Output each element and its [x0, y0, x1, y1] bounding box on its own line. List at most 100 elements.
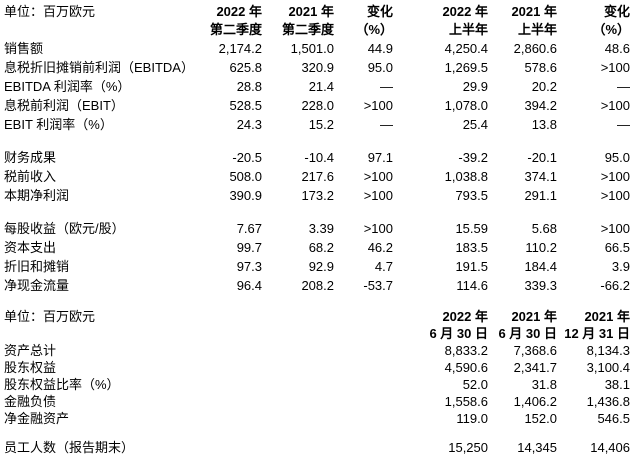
row-label: 息税前利润（EBIT）: [4, 98, 124, 113]
col-header-2022-h1: 2022 年: [442, 4, 488, 19]
cell-value: 66.5: [604, 240, 630, 255]
cell-value: 578.6: [524, 60, 557, 75]
cell-value: 8,833.2: [444, 343, 488, 358]
row-label: 金融负债: [4, 394, 57, 409]
col-header-change-h: 变化: [603, 4, 630, 19]
table-row-sales: 销售额 2,174.2 1,501.0 44.9 4,250.4 2,860.6…: [4, 39, 630, 58]
col-header-2022-jun30-line2: 6 月 30 日: [429, 326, 488, 341]
cell-value: 374.1: [524, 169, 557, 184]
cell-value: 1,558.6: [444, 394, 488, 409]
cell-value: 14,345: [517, 440, 557, 455]
cell-value: -20.1: [527, 150, 557, 165]
cell-value: 394.2: [524, 98, 557, 113]
cell-value: 3.39: [308, 221, 334, 236]
cell-value: 625.8: [229, 60, 262, 75]
table-row-ebit: 息税前利润（EBIT） 528.5 228.0 >100 1,078.0 394…: [4, 96, 630, 115]
col-header-2021-dec31-line2: 12 月 31 日: [564, 326, 630, 341]
cell-value: 7.67: [236, 221, 262, 236]
row-label: 资本支出: [4, 240, 57, 255]
cell-value: 99.7: [236, 240, 262, 255]
table1-header-row-1: 单位：百万欧元 2022 年 2021 年 变化 2022 年 2021 年 变…: [4, 3, 630, 21]
table-row-eps: 每股收益（欧元/股） 7.67 3.39 >100 15.59 5.68 >10…: [4, 219, 630, 238]
cell-value: 114.6: [456, 278, 488, 293]
cell-value: 95.0: [604, 150, 630, 165]
col-header-2021-q2-line2: 第二季度: [281, 22, 334, 37]
cell-value: >100: [600, 188, 630, 203]
cell-value: 14,406: [590, 440, 630, 455]
table-row-equity-ratio: 股东权益比率（%） 52.0 31.8 38.1: [4, 376, 630, 393]
col-header-2022-jun30: 2022 年: [442, 309, 488, 324]
row-label: 本期净利润: [4, 188, 70, 203]
cell-value: 1,038.8: [444, 169, 488, 184]
col-header-change-h-line2: （%）: [592, 22, 630, 37]
cell-value: 48.6: [604, 41, 630, 56]
cell-value: 52.0: [462, 377, 488, 392]
table-row-net-financial-assets: 净金融资产 119.0 152.0 546.5: [4, 410, 630, 427]
cell-value: 97.3: [236, 259, 262, 274]
cell-value: 183.5: [455, 240, 488, 255]
cell-value: 119.0: [456, 411, 488, 426]
cell-value: —: [617, 117, 630, 132]
spacer-row: [4, 205, 630, 219]
table-row-total-assets: 资产总计 8,833.2 7,368.6 8,134.3: [4, 342, 630, 359]
cell-value: 25.4: [462, 117, 488, 132]
col-header-change-q-line2: （%）: [355, 22, 393, 37]
table-row-net-cash-flow: 净现金流量 96.4 208.2 -53.7 114.6 339.3 -66.2: [4, 276, 630, 295]
table1-header-row-2: 第二季度 第二季度 （%） 上半年 上半年 （%）: [4, 21, 630, 39]
cell-value: >100: [600, 60, 630, 75]
col-header-change-q: 变化: [366, 4, 393, 19]
col-header-2021-h1: 2021 年: [511, 4, 557, 19]
cell-value: 110.2: [525, 240, 557, 255]
cell-value: 2,860.6: [513, 41, 557, 56]
cell-value: 1,501.0: [290, 41, 334, 56]
cell-value: 7,368.6: [513, 343, 557, 358]
table-row-ebitda-margin: EBITDA 利润率（%） 28.8 21.4 — 29.9 20.2 —: [4, 77, 630, 96]
cell-value: 2,341.7: [513, 360, 557, 375]
table1-unit-label: 单位：百万欧元: [4, 4, 96, 19]
cell-value: 339.3: [524, 278, 557, 293]
table-row-depreciation: 折旧和摊销 97.3 92.9 4.7 191.5 184.4 3.9: [4, 257, 630, 276]
cell-value: 793.5: [455, 188, 488, 203]
col-header-2021-jun30: 2021 年: [511, 309, 557, 324]
col-header-2022-h1-line2: 上半年: [448, 22, 488, 37]
cell-value: 4,590.6: [444, 360, 488, 375]
cell-value: 291.1: [524, 188, 557, 203]
cell-value: 1,406.2: [513, 394, 557, 409]
cell-value: 95.0: [367, 60, 393, 75]
cell-value: 5.68: [531, 221, 557, 236]
row-label: 每股收益（欧元/股）: [4, 221, 125, 236]
cell-value: -39.2: [458, 150, 488, 165]
spacer-row: [4, 134, 630, 148]
cell-value: 97.1: [367, 150, 393, 165]
cell-value: -20.5: [232, 150, 262, 165]
cell-value: 4,250.4: [444, 41, 488, 56]
row-label: 股东权益: [4, 360, 57, 375]
cell-value: 546.5: [597, 411, 630, 426]
cell-value: 31.8: [531, 377, 557, 392]
cell-value: >100: [363, 221, 393, 236]
row-label: 净金融资产: [4, 411, 70, 426]
cell-value: 15,250: [448, 440, 488, 455]
cell-value: >100: [600, 169, 630, 184]
col-header-2021-jun30-line2: 6 月 30 日: [498, 326, 557, 341]
table-row-ebitda: 息税折旧摊销前利润（EBITDA） 625.8 320.9 95.0 1,269…: [4, 58, 630, 77]
cell-value: —: [380, 117, 393, 132]
cell-value: 44.9: [367, 41, 393, 56]
cell-value: 29.9: [462, 79, 488, 94]
row-label: 股东权益比率（%）: [4, 377, 120, 392]
row-label: EBIT 利润率（%）: [4, 117, 113, 132]
row-label: 税前收入: [4, 169, 57, 184]
row-label: 折旧和摊销: [4, 259, 70, 274]
cell-value: 320.9: [301, 60, 334, 75]
quarterly-results-table: 单位：百万欧元 2022 年 2021 年 变化 2022 年 2021 年 变…: [4, 3, 630, 295]
table-row-financial-result: 财务成果 -20.5 -10.4 97.1 -39.2 -20.1 95.0: [4, 148, 630, 167]
cell-value: 173.2: [301, 188, 334, 203]
spacer-cell: [4, 427, 630, 439]
cell-value: 191.5: [455, 259, 488, 274]
spacer-cell: [4, 205, 630, 219]
cell-value: 528.5: [229, 98, 262, 113]
spacer-row: [4, 427, 630, 439]
cell-value: 4.7: [374, 259, 393, 274]
cell-value: 390.9: [229, 188, 262, 203]
cell-value: 15.2: [308, 117, 334, 132]
